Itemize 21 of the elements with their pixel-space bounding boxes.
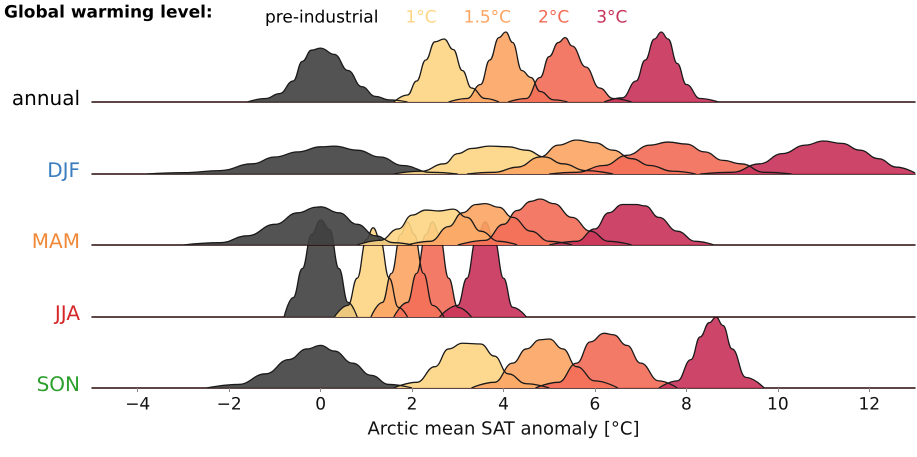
y-axis-title: annual bbox=[12, 86, 80, 110]
x-tick-label: 6 bbox=[590, 394, 600, 414]
series-label: 2°C bbox=[538, 8, 570, 28]
x-tick-label: 2 bbox=[406, 394, 418, 414]
x-tick-label: 4 bbox=[498, 394, 509, 414]
y-axis-title: SON bbox=[36, 372, 80, 396]
series-label: 1°C bbox=[405, 8, 437, 28]
series-label: 1.5°C bbox=[464, 8, 512, 28]
x-tick-label: −2 bbox=[216, 394, 242, 414]
y-axis-title: DJF bbox=[47, 158, 80, 182]
y-axis-title: MAM bbox=[32, 229, 80, 253]
x-tick-label: −4 bbox=[125, 394, 150, 414]
x-tick-label: 0 bbox=[315, 394, 326, 414]
x-tick-label: 8 bbox=[680, 394, 692, 414]
x-tick-label: 10 bbox=[767, 394, 789, 414]
x-axis-title: Arctic mean SAT anomaly [°C] bbox=[367, 418, 640, 440]
legend-title: Global warming level: bbox=[4, 2, 213, 22]
x-tick-label: 12 bbox=[858, 394, 880, 414]
series-label: pre-industrial bbox=[265, 8, 378, 28]
y-axis-title: JJA bbox=[52, 301, 80, 325]
series-label: 3°C bbox=[596, 8, 628, 28]
